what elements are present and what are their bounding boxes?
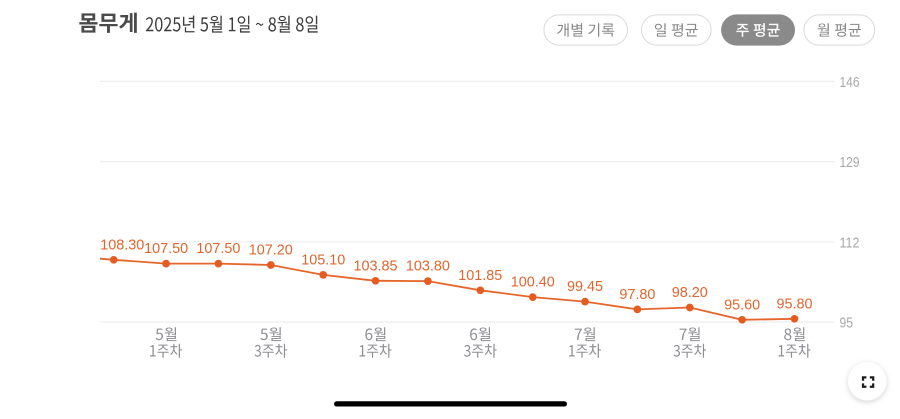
svg-text:103.80: 103.80: [406, 259, 450, 275]
svg-text:95.60: 95.60: [724, 297, 760, 313]
svg-text:98.20: 98.20: [672, 285, 708, 301]
svg-text:95.80: 95.80: [776, 296, 812, 312]
svg-text:100.40: 100.40: [511, 275, 555, 291]
svg-text:107.50: 107.50: [196, 241, 240, 257]
svg-text:108.30: 108.30: [100, 237, 144, 253]
svg-text:129: 129: [840, 154, 860, 171]
svg-text:103.85: 103.85: [353, 258, 397, 274]
svg-text:95: 95: [840, 315, 854, 332]
svg-text:97.80: 97.80: [619, 287, 655, 303]
svg-text:105.10: 105.10: [301, 252, 345, 268]
svg-text:101.85: 101.85: [458, 268, 502, 284]
svg-text:146: 146: [840, 74, 860, 91]
svg-text:107.20: 107.20: [249, 243, 293, 259]
svg-text:112: 112: [840, 234, 860, 251]
svg-text:99.45: 99.45: [567, 279, 603, 295]
svg-text:107.50: 107.50: [144, 241, 188, 257]
